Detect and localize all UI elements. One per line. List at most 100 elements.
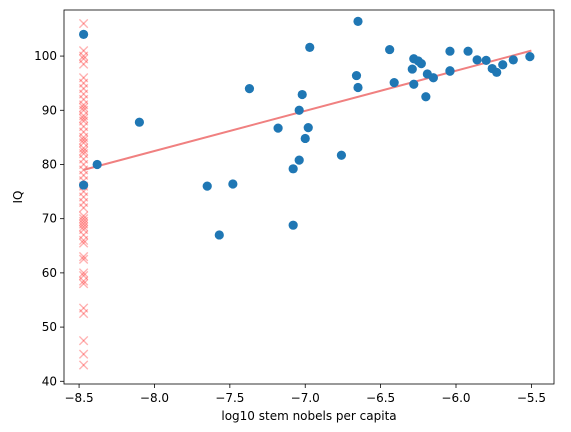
cross-stroke [78, 73, 89, 83]
cross-stroke [78, 100, 89, 110]
cross-stroke [78, 135, 89, 145]
cross-stroke [78, 211, 89, 221]
cross-stroke [78, 102, 89, 113]
data-point [385, 44, 395, 55]
cross-stroke [78, 51, 89, 61]
cross-marker [78, 197, 89, 208]
cross-stroke [78, 203, 89, 213]
data-point [297, 89, 307, 100]
cross-stroke [78, 254, 89, 265]
cross-stroke [78, 270, 89, 281]
cross-stroke [78, 159, 89, 170]
cross-stroke [78, 224, 89, 235]
data-point [525, 52, 535, 62]
cross-stroke [78, 213, 89, 224]
cross-marker [78, 148, 89, 159]
plot-area [78, 16, 535, 370]
data-point [294, 105, 304, 115]
cross-stroke [78, 78, 89, 88]
cross-stroke [78, 251, 89, 262]
x-axis-ticks: −8.5 −8.0 −7.5 −7.0 −6.5 −6.0 −5.5 [65, 384, 546, 405]
data-point [92, 159, 102, 170]
cross-stroke [78, 251, 89, 262]
cross-stroke [78, 335, 89, 346]
cross-stroke [78, 102, 89, 113]
y-tick-label: 80 [42, 157, 57, 171]
data-point [463, 46, 473, 56]
data-point [214, 230, 224, 240]
cross-marker [78, 213, 89, 224]
cross-stroke [78, 138, 89, 148]
data-point [303, 123, 313, 133]
cross-marker [78, 54, 89, 64]
cross-marker [78, 78, 89, 88]
cross-stroke [78, 186, 89, 197]
cross-marker [78, 154, 89, 164]
fit-line-group [83, 49, 532, 171]
cross-stroke [78, 211, 89, 221]
cross-stroke [78, 219, 89, 229]
data-point [445, 46, 455, 56]
cross-stroke [78, 360, 89, 370]
cross-stroke [78, 116, 89, 126]
x-tick-label: −7.5 [215, 391, 244, 405]
cross-marker [78, 276, 89, 286]
cross-marker [78, 116, 89, 126]
x-tick-label: −6.0 [441, 391, 470, 405]
cross-marker [78, 138, 89, 148]
cross-marker [78, 51, 89, 61]
cross-stroke [78, 94, 89, 105]
cross-stroke [78, 113, 89, 124]
cross-stroke [78, 148, 89, 159]
cross-marker [78, 135, 89, 145]
data-point [288, 164, 298, 174]
y-tick-label: 60 [42, 266, 57, 280]
data-point [421, 92, 431, 102]
y-tick-label: 90 [42, 103, 57, 117]
cross-marker [78, 132, 89, 143]
cross-stroke [78, 197, 89, 208]
cross-stroke [78, 197, 89, 208]
cross-stroke [78, 132, 89, 143]
cross-stroke [78, 308, 89, 319]
y-tick-label: 50 [42, 320, 57, 334]
cross-marker [78, 45, 89, 56]
x-tick-label: −7.0 [291, 391, 320, 405]
cross-stroke [78, 349, 89, 359]
cross-marker [78, 89, 89, 99]
cross-marker [78, 186, 89, 197]
data-point [305, 42, 315, 53]
cross-stroke [78, 105, 89, 115]
data-point [472, 55, 482, 65]
data-point [228, 179, 238, 189]
cross-marker [78, 121, 89, 132]
cross-stroke [78, 279, 89, 289]
data-point [79, 180, 89, 190]
cross-stroke [78, 146, 89, 156]
cross-stroke [78, 254, 89, 265]
data-point [244, 83, 255, 94]
cross-stroke [78, 51, 89, 61]
cross-stroke [78, 235, 89, 246]
cross-stroke [78, 230, 89, 240]
cross-marker [78, 73, 89, 83]
cross-stroke [78, 222, 89, 232]
cross-marker [78, 349, 89, 359]
cross-marker [78, 308, 89, 319]
cross-stroke [78, 143, 89, 153]
y-axis-ticks: 40 50 60 70 80 90 100 [34, 49, 64, 388]
cross-stroke [78, 230, 89, 240]
cross-stroke [78, 59, 89, 69]
cross-marker [78, 83, 89, 94]
y-tick-label: 40 [42, 374, 57, 388]
cross-stroke [78, 45, 89, 56]
x-tick-label: −8.5 [65, 391, 94, 405]
cross-stroke [78, 349, 89, 359]
data-point [409, 79, 419, 89]
data-point [300, 133, 310, 144]
y-tick-label: 70 [42, 212, 57, 226]
cross-stroke [78, 94, 89, 105]
cross-stroke [78, 170, 89, 181]
data-point [508, 55, 518, 65]
x-axis-label: log10 stem nobels per capita [221, 409, 396, 423]
